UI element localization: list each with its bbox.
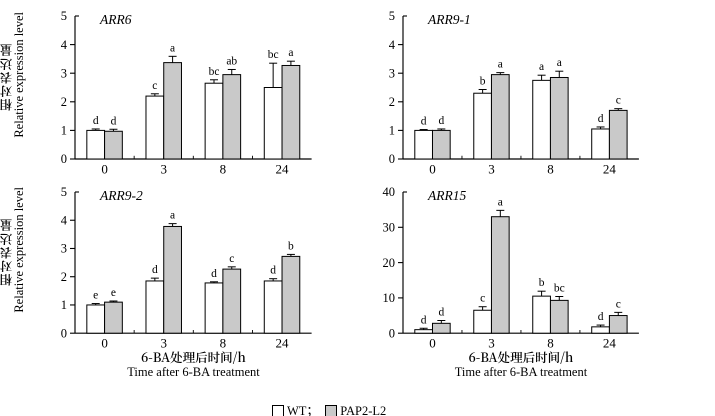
svg-text:c: c [229,252,234,264]
svg-text:0: 0 [61,152,67,166]
svg-text:c: c [616,298,621,310]
svg-text:24: 24 [603,335,617,350]
svg-text:5: 5 [61,185,67,199]
svg-text:2: 2 [61,95,67,109]
svg-text:b: b [288,240,294,252]
svg-text:30: 30 [383,220,396,234]
svg-text:a: a [498,58,503,70]
svg-text:d: d [598,112,604,124]
svg-text:d: d [421,314,427,326]
svg-text:a: a [170,42,175,54]
svg-text:5: 5 [389,9,395,23]
svg-text:24: 24 [276,335,290,350]
svg-text:0: 0 [61,326,67,340]
svg-text:0: 0 [429,335,436,350]
svg-text:3: 3 [389,66,395,80]
svg-text:4: 4 [389,37,396,51]
svg-text:d: d [152,264,158,276]
svg-text:a: a [170,209,175,221]
svg-text:d: d [211,267,217,279]
svg-text:2: 2 [61,269,67,283]
svg-text:2: 2 [389,95,395,109]
svg-text:ARR9-1: ARR9-1 [427,12,471,27]
svg-text:1: 1 [389,123,395,137]
svg-text:e: e [93,289,98,301]
svg-text:ab: ab [227,55,238,67]
svg-text:d: d [111,115,117,127]
svg-text:bc: bc [268,49,279,61]
svg-text:d: d [93,114,99,126]
svg-text:d: d [421,115,427,127]
svg-text:a: a [498,196,503,208]
svg-text:c: c [480,292,485,304]
svg-text:4: 4 [61,213,68,227]
svg-text:4: 4 [61,37,68,51]
svg-text:40: 40 [383,185,396,199]
svg-text:20: 20 [383,255,396,269]
svg-text:c: c [152,79,157,91]
svg-text:0: 0 [102,335,109,350]
svg-text:a: a [557,57,562,69]
svg-text:ARR9-2: ARR9-2 [99,188,143,203]
svg-text:b: b [539,277,545,289]
svg-text:5: 5 [61,9,67,23]
svg-text:c: c [616,94,621,106]
svg-text:0: 0 [389,326,395,340]
svg-text:e: e [111,287,116,299]
svg-text:1: 1 [61,123,67,137]
svg-text:bc: bc [209,65,220,77]
svg-text:b: b [480,75,486,87]
svg-text:ARR15: ARR15 [427,188,466,203]
svg-text:0: 0 [389,152,395,166]
svg-text:d: d [438,306,444,318]
svg-text:1: 1 [61,298,67,312]
svg-text:d: d [438,114,444,126]
svg-text:d: d [270,264,276,276]
svg-text:bc: bc [554,282,565,294]
svg-text:a: a [289,47,294,59]
svg-text:ARR6: ARR6 [99,12,132,27]
svg-text:d: d [598,311,604,323]
svg-text:10: 10 [383,291,396,305]
svg-text:3: 3 [61,66,67,80]
svg-text:3: 3 [61,241,67,255]
svg-text:a: a [539,61,544,73]
